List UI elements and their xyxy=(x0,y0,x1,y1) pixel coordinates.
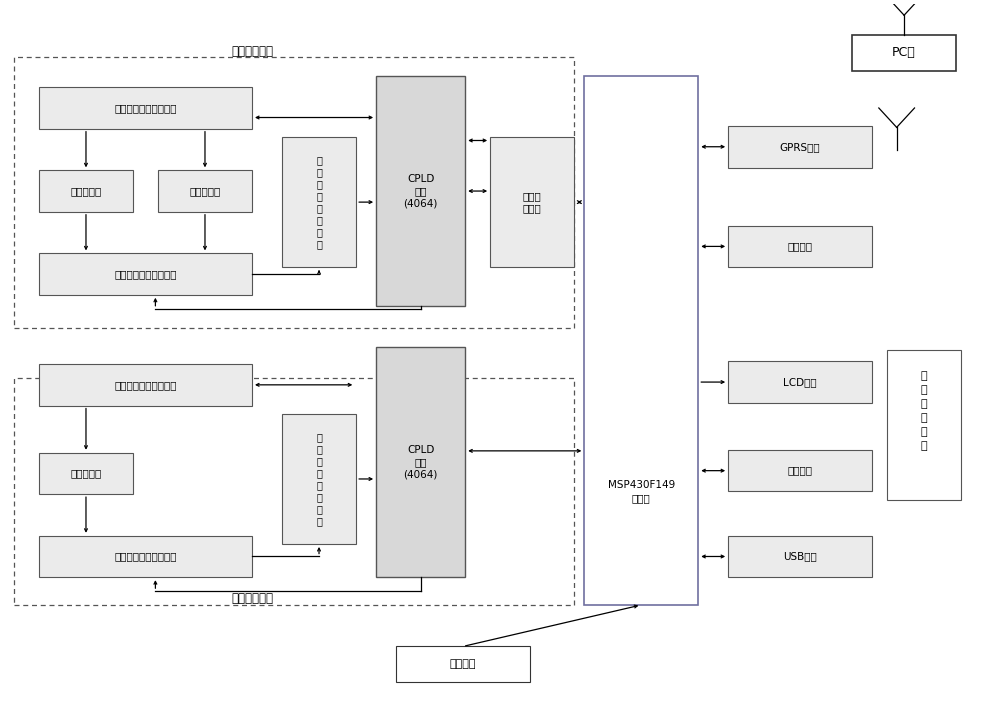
Text: 水位测量模块: 水位测量模块 xyxy=(231,592,273,605)
FancyBboxPatch shape xyxy=(728,450,872,491)
FancyBboxPatch shape xyxy=(39,364,252,406)
FancyBboxPatch shape xyxy=(887,350,961,500)
Text: 键
盘
显
示
模
块: 键 盘 显 示 模 块 xyxy=(921,371,927,451)
Text: 第二换能器: 第二换能器 xyxy=(189,186,221,196)
FancyBboxPatch shape xyxy=(728,536,872,578)
Text: USB通信: USB通信 xyxy=(783,551,817,561)
FancyBboxPatch shape xyxy=(584,76,698,605)
FancyBboxPatch shape xyxy=(728,126,872,167)
FancyBboxPatch shape xyxy=(728,361,872,403)
FancyBboxPatch shape xyxy=(396,647,530,683)
Text: 第一换能器: 第一换能器 xyxy=(70,186,102,196)
Text: PC机: PC机 xyxy=(892,46,916,59)
Text: 第二收发时序控制电路: 第二收发时序控制电路 xyxy=(114,551,177,561)
FancyBboxPatch shape xyxy=(39,453,133,494)
FancyBboxPatch shape xyxy=(376,76,465,306)
Text: MSP430F149
单片机: MSP430F149 单片机 xyxy=(608,480,675,503)
FancyBboxPatch shape xyxy=(490,137,574,267)
Text: 第一超声换能驱动电路: 第一超声换能驱动电路 xyxy=(114,103,177,113)
Text: GPRS模块: GPRS模块 xyxy=(780,142,820,152)
Text: CPLD
芯片
(4064): CPLD 芯片 (4064) xyxy=(403,445,438,479)
Text: 第三换能器: 第三换能器 xyxy=(70,468,102,479)
Text: 时间测
量电路: 时间测 量电路 xyxy=(523,191,542,213)
FancyBboxPatch shape xyxy=(158,170,252,212)
FancyBboxPatch shape xyxy=(39,253,252,295)
FancyBboxPatch shape xyxy=(282,414,356,544)
FancyBboxPatch shape xyxy=(282,137,356,267)
FancyBboxPatch shape xyxy=(376,347,465,578)
Text: 第
二
信
号
处
理
电
路: 第 二 信 号 处 理 电 路 xyxy=(316,432,322,526)
Text: LCD显示: LCD显示 xyxy=(783,377,817,387)
Text: 第二超声换能驱动电路: 第二超声换能驱动电路 xyxy=(114,380,177,390)
FancyBboxPatch shape xyxy=(39,170,133,212)
Text: 存储模块: 存储模块 xyxy=(787,241,812,251)
Text: 流速测量模块: 流速测量模块 xyxy=(231,44,273,58)
FancyBboxPatch shape xyxy=(39,536,252,578)
Text: 键盘电路: 键盘电路 xyxy=(787,466,812,476)
FancyBboxPatch shape xyxy=(39,88,252,128)
Text: 第一收发时序控制电路: 第一收发时序控制电路 xyxy=(114,269,177,279)
FancyBboxPatch shape xyxy=(852,35,956,71)
Text: 第
一
信
号
处
理
电
路: 第 一 信 号 处 理 电 路 xyxy=(316,155,322,249)
Text: 电源模块: 电源模块 xyxy=(450,659,476,669)
FancyBboxPatch shape xyxy=(728,226,872,267)
Text: CPLD
芯片
(4064): CPLD 芯片 (4064) xyxy=(403,174,438,208)
